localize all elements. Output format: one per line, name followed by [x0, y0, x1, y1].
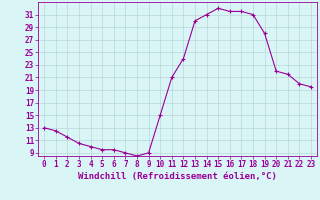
X-axis label: Windchill (Refroidissement éolien,°C): Windchill (Refroidissement éolien,°C) — [78, 172, 277, 181]
